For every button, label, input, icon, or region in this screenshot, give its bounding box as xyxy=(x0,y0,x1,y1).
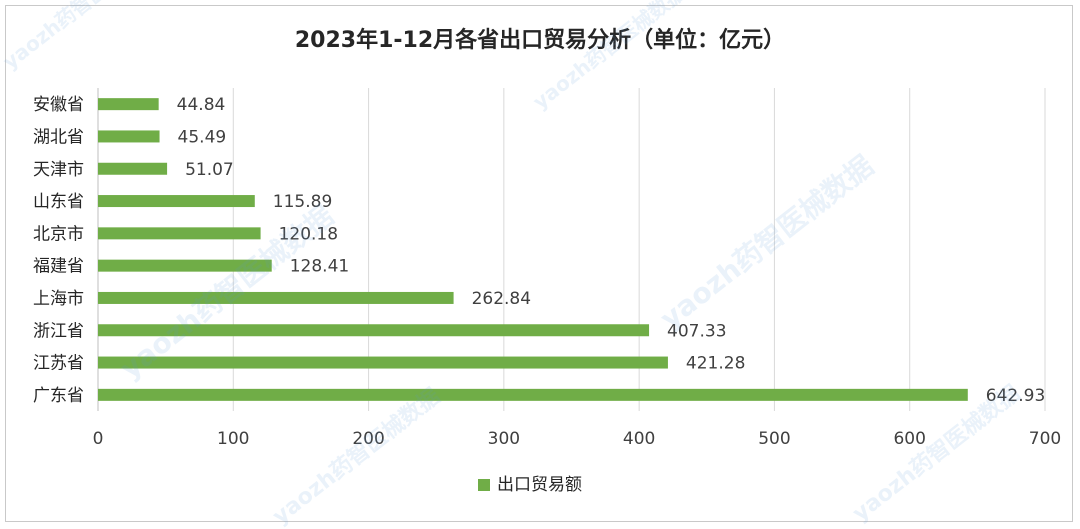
watermark: yaozh药智医械数据 xyxy=(0,0,160,74)
bars xyxy=(98,98,968,401)
bar xyxy=(98,324,650,337)
legend-swatch xyxy=(478,479,490,491)
watermark: yaozh药智医械数据 xyxy=(848,380,1025,527)
value-label: 407.33 xyxy=(667,321,726,341)
x-tick-label: 600 xyxy=(893,429,925,449)
bar xyxy=(98,291,454,304)
value-label: 51.07 xyxy=(185,160,234,180)
x-tick-label: 700 xyxy=(1029,429,1061,449)
x-tick-label: 500 xyxy=(758,429,790,449)
category-label: 上海市 xyxy=(33,289,84,309)
category-label: 北京市 xyxy=(33,224,84,244)
category-label: 福建省 xyxy=(33,257,84,277)
x-tick-label: 100 xyxy=(217,429,249,449)
watermark: yaozh药智医械数据 xyxy=(268,383,445,529)
category-label: 天津市 xyxy=(33,160,84,180)
legend-label: 出口贸易额 xyxy=(497,475,582,495)
bar xyxy=(98,356,668,369)
legend: 出口贸易额 xyxy=(478,475,582,495)
value-label: 44.84 xyxy=(177,95,226,115)
watermark: yaozh药智医械数据 xyxy=(528,0,689,114)
x-tick-label: 400 xyxy=(623,429,655,449)
x-tick-label: 200 xyxy=(352,429,384,449)
value-label: 45.49 xyxy=(178,127,227,147)
bar xyxy=(98,259,272,272)
bar xyxy=(98,162,168,175)
category-label: 江苏省 xyxy=(33,354,84,374)
value-labels: 44.84 45.49 51.07 115.89 120.18 128.41 262.84 4… xyxy=(177,95,1046,406)
bar xyxy=(98,227,261,240)
category-label: 山东省 xyxy=(33,192,84,212)
watermark: yaozh药智医械数据 xyxy=(654,149,880,335)
x-tick-label: 0 xyxy=(93,429,104,449)
value-label: 115.89 xyxy=(273,192,332,212)
category-label: 广东省 xyxy=(33,386,84,406)
x-tick-labels: 0 100 200 300 400 500 600 700 xyxy=(93,429,1062,449)
value-label: 421.28 xyxy=(686,354,745,374)
x-tick-label: 300 xyxy=(488,429,520,449)
bar xyxy=(98,388,968,401)
value-label: 642.93 xyxy=(986,386,1045,406)
bar xyxy=(98,130,160,143)
bar xyxy=(98,98,159,111)
category-label: 浙江省 xyxy=(33,321,84,341)
chart-title: 2023年1-12月各省出口贸易分析（单位：亿元） xyxy=(294,28,786,53)
bar xyxy=(98,195,255,208)
value-label: 262.84 xyxy=(472,289,531,309)
value-label: 128.41 xyxy=(290,257,349,277)
category-label: 湖北省 xyxy=(33,127,84,147)
category-label: 安徽省 xyxy=(33,95,84,115)
value-label: 120.18 xyxy=(279,224,338,244)
